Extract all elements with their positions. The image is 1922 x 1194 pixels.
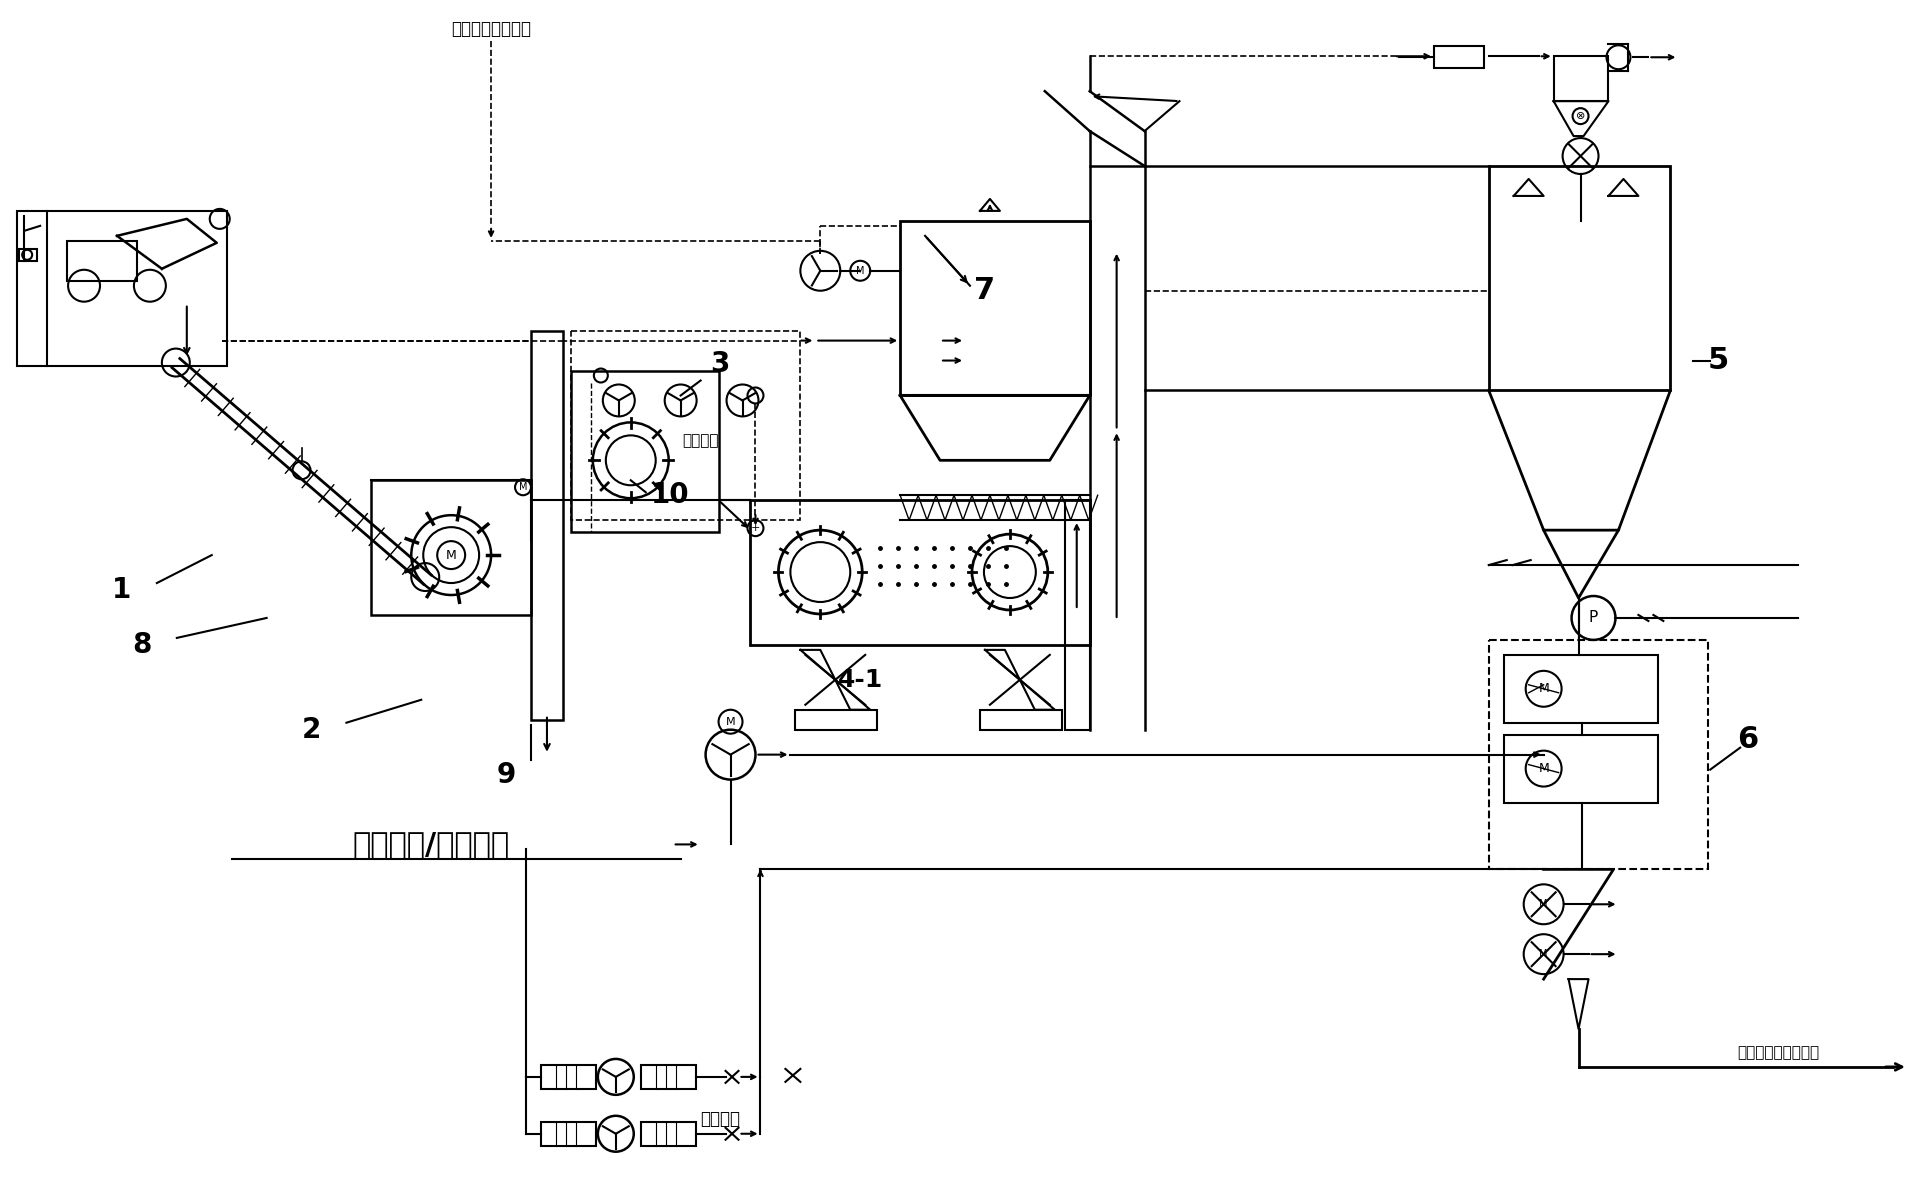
Text: M: M bbox=[1540, 949, 1547, 959]
Bar bbox=[540, 1122, 596, 1146]
Text: 3: 3 bbox=[711, 350, 730, 377]
Text: 7: 7 bbox=[974, 276, 996, 306]
Bar bbox=[1490, 640, 1709, 869]
Bar bbox=[371, 480, 530, 615]
Text: 车间废气: 车间废气 bbox=[682, 433, 719, 448]
Bar bbox=[1503, 734, 1659, 802]
Bar bbox=[67, 241, 136, 281]
Bar bbox=[640, 1065, 696, 1089]
Bar bbox=[750, 500, 1090, 645]
Text: M: M bbox=[1540, 899, 1547, 910]
Bar bbox=[540, 1065, 596, 1089]
Bar bbox=[17, 211, 227, 365]
Text: 2: 2 bbox=[302, 715, 321, 744]
Text: 1: 1 bbox=[111, 576, 131, 604]
Bar bbox=[571, 370, 719, 533]
Text: ⊗: ⊗ bbox=[1576, 111, 1586, 121]
Text: 8: 8 bbox=[133, 630, 152, 659]
Bar bbox=[980, 709, 1061, 730]
Text: M: M bbox=[727, 716, 736, 727]
Bar bbox=[1434, 47, 1484, 68]
Bar bbox=[1503, 654, 1659, 722]
Text: 生产废水/其他来源: 生产废水/其他来源 bbox=[352, 830, 509, 858]
Bar bbox=[571, 331, 800, 521]
Text: 4-1: 4-1 bbox=[838, 667, 882, 691]
Text: 动力风机: 动力风机 bbox=[700, 1109, 740, 1128]
Bar bbox=[530, 331, 563, 720]
Text: M: M bbox=[855, 266, 865, 276]
Text: M: M bbox=[1538, 682, 1549, 695]
Text: M: M bbox=[1538, 762, 1549, 775]
Bar bbox=[640, 1122, 696, 1146]
Bar bbox=[1553, 56, 1609, 101]
Text: 9: 9 bbox=[496, 761, 515, 788]
Text: P: P bbox=[1589, 610, 1599, 626]
Bar bbox=[899, 221, 1090, 395]
Text: M: M bbox=[519, 482, 527, 492]
Text: M: M bbox=[446, 548, 457, 561]
Text: 6: 6 bbox=[1737, 725, 1759, 755]
Text: 水泥窑分解炉或窑头: 水泥窑分解炉或窑头 bbox=[1737, 1046, 1818, 1060]
Text: 10: 10 bbox=[652, 481, 690, 509]
Text: +: + bbox=[752, 523, 761, 534]
Bar bbox=[796, 709, 876, 730]
Bar bbox=[19, 248, 37, 260]
Bar bbox=[1490, 166, 1670, 390]
Bar bbox=[1065, 500, 1090, 730]
Text: 5: 5 bbox=[1707, 346, 1730, 375]
Text: 水泥窑窑头篦冷机: 水泥窑窑头篦冷机 bbox=[452, 20, 530, 38]
